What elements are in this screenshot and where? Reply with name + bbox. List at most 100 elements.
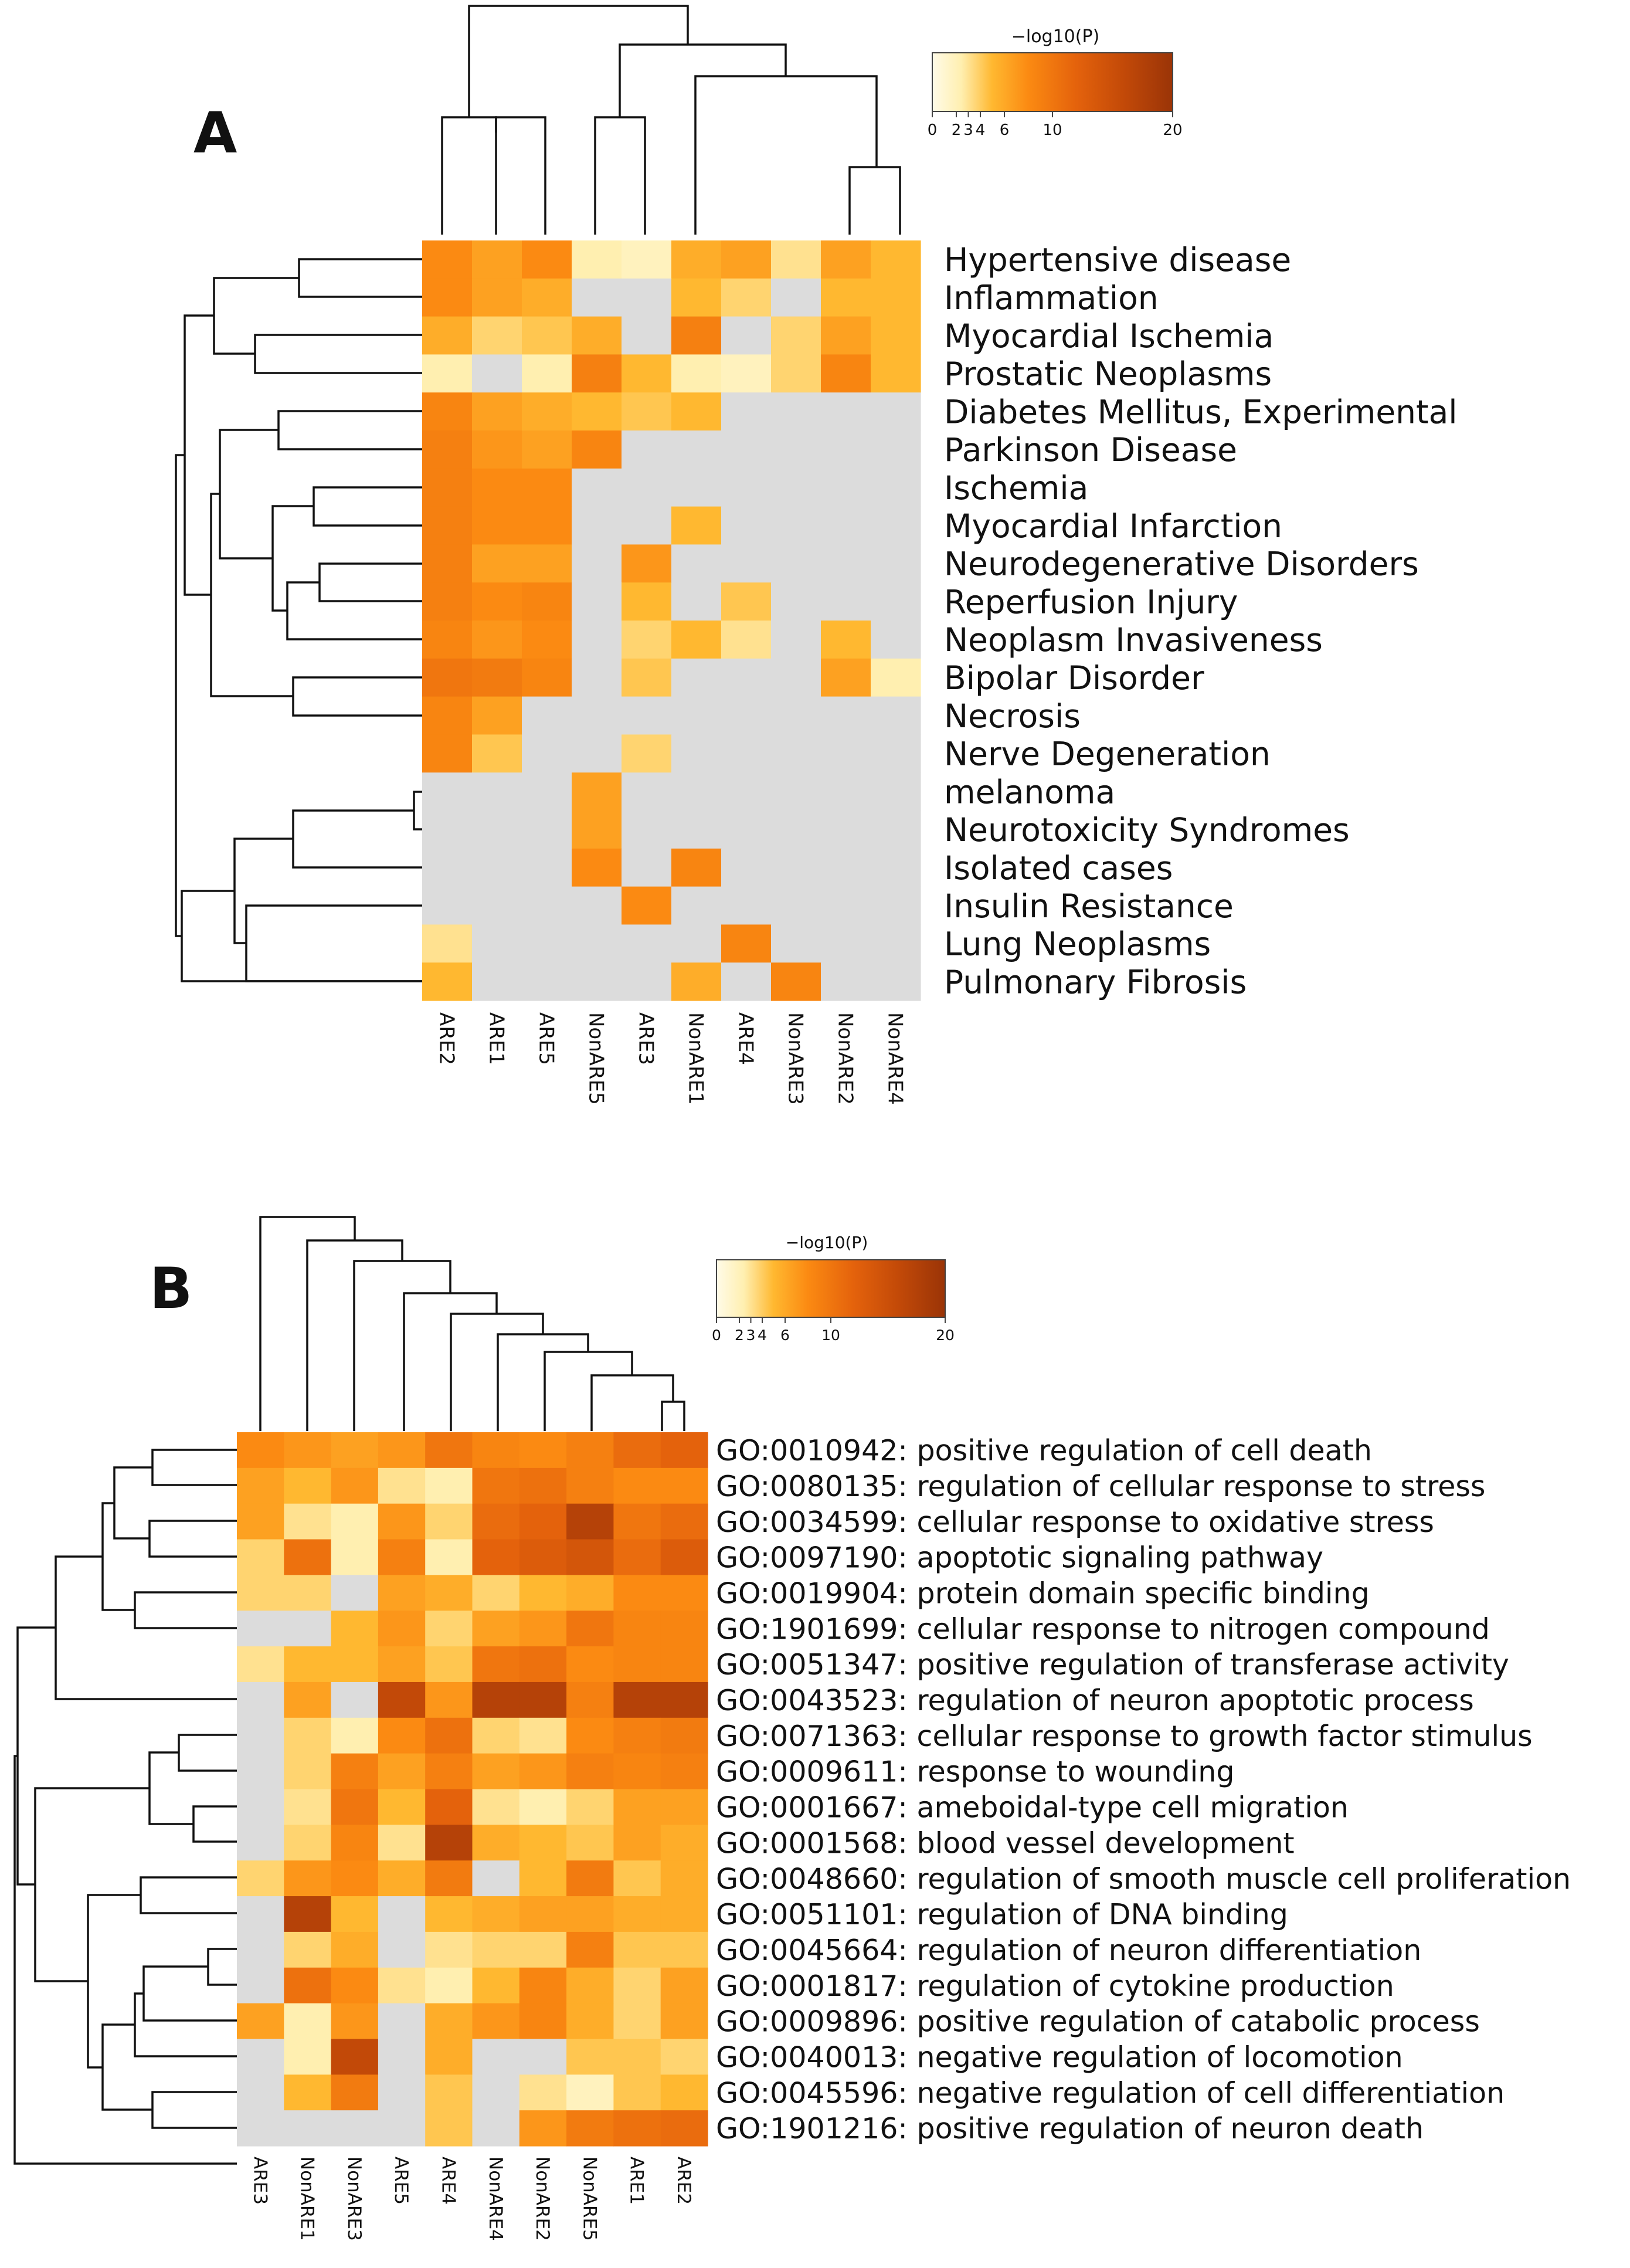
heatmap-cell bbox=[331, 1896, 379, 1933]
heatmap-cell bbox=[671, 658, 722, 697]
row-label: GO:0001568: blood vessel development bbox=[716, 1826, 1295, 1860]
heatmap-cell bbox=[572, 354, 622, 393]
heatmap-cell bbox=[572, 278, 622, 317]
panel-b-heatmap bbox=[237, 1432, 708, 2147]
heatmap-cell bbox=[821, 582, 871, 621]
heatmap-cell bbox=[721, 848, 772, 887]
heatmap-cell bbox=[472, 848, 522, 887]
heatmap-cell bbox=[425, 2110, 473, 2147]
row-label: Ischemia bbox=[944, 469, 1088, 507]
heatmap-cell bbox=[284, 1967, 332, 2004]
row-label: Pulmonary Fibrosis bbox=[944, 963, 1247, 1001]
heatmap-cell bbox=[566, 1789, 614, 1825]
heatmap-cell bbox=[472, 430, 522, 469]
panel-b-column-labels: ARE3 NonARE1 NonARE3 ARE5 ARE4 NonARE4 NonARE2… bbox=[249, 2157, 694, 2241]
panel-b-colorbar-ticks: 0 2 3 4 6 10 20 bbox=[712, 1317, 955, 1344]
heatmap-cell bbox=[422, 848, 473, 887]
heatmap-cell bbox=[660, 2074, 708, 2111]
heatmap-cell bbox=[284, 1753, 332, 1790]
heatmap-cell bbox=[422, 278, 473, 317]
heatmap-cell bbox=[237, 1575, 284, 1611]
row-label: Hypertensive disease bbox=[944, 241, 1291, 279]
heatmap-cell bbox=[422, 430, 473, 469]
column-label: NonARE1 bbox=[684, 1012, 708, 1105]
panel-a-heatmap bbox=[422, 240, 921, 1001]
heatmap-cell bbox=[622, 582, 672, 621]
heatmap-cell bbox=[871, 848, 921, 887]
heatmap-cell bbox=[660, 2039, 708, 2075]
heatmap-cell bbox=[566, 1575, 614, 1611]
heatmap-cell bbox=[472, 962, 522, 1001]
heatmap-cell bbox=[237, 1789, 284, 1825]
heatmap-cell bbox=[378, 1503, 426, 1540]
heatmap-cell bbox=[472, 1539, 520, 1575]
heatmap-cell bbox=[237, 1681, 284, 1718]
heatmap-cell bbox=[771, 696, 821, 735]
heatmap-cell bbox=[422, 621, 473, 659]
heatmap-cell bbox=[566, 1646, 614, 1683]
row-label: GO:0051347: positive regulation of trans… bbox=[716, 1648, 1509, 1681]
heatmap-cell bbox=[378, 1860, 426, 1897]
heatmap-cell bbox=[237, 1503, 284, 1540]
panel-b-colorbar: −log10(P) 0 2 3 4 6 10 20 bbox=[712, 1233, 955, 1344]
heatmap-cell bbox=[522, 544, 572, 583]
heatmap-cell bbox=[821, 240, 871, 279]
heatmap-cell bbox=[425, 2039, 473, 2075]
panel-a-colorbar-gradient bbox=[932, 52, 1173, 112]
heatmap-cell bbox=[566, 1539, 614, 1575]
heatmap-cell bbox=[472, 392, 522, 431]
heatmap-cell bbox=[821, 278, 871, 317]
heatmap-cell bbox=[284, 1825, 332, 1861]
heatmap-cell bbox=[472, 468, 522, 507]
heatmap-cell bbox=[522, 354, 572, 393]
heatmap-cell bbox=[422, 962, 473, 1001]
heatmap-cell bbox=[422, 696, 473, 735]
heatmap-cell bbox=[472, 886, 522, 925]
heatmap-cell bbox=[572, 468, 622, 507]
heatmap-cell bbox=[660, 1896, 708, 1933]
heatmap-cell bbox=[871, 316, 921, 355]
heatmap-cell bbox=[522, 772, 572, 811]
heatmap-cell bbox=[721, 316, 772, 355]
heatmap-cell bbox=[422, 772, 473, 811]
heatmap-cell bbox=[671, 621, 722, 659]
heatmap-cell bbox=[566, 2110, 614, 2147]
heatmap-cell bbox=[284, 1860, 332, 1897]
heatmap-cell bbox=[472, 734, 522, 773]
panel-a: A bbox=[175, 5, 1458, 1105]
heatmap-cell bbox=[422, 734, 473, 773]
heatmap-cell bbox=[519, 1931, 567, 1968]
heatmap-cell bbox=[771, 886, 821, 925]
heatmap-cell bbox=[522, 734, 572, 773]
heatmap-cell bbox=[331, 2039, 379, 2075]
heatmap-cell bbox=[566, 1860, 614, 1897]
heatmap-cell bbox=[613, 1896, 661, 1933]
heatmap-cell bbox=[622, 621, 672, 659]
colorbar-tick-label: 4 bbox=[758, 1327, 767, 1344]
heatmap-cell bbox=[613, 1753, 661, 1790]
row-label: Isolated cases bbox=[944, 849, 1173, 887]
heatmap-cell bbox=[284, 2074, 332, 2111]
heatmap-cell bbox=[671, 392, 722, 431]
heatmap-cell bbox=[522, 392, 572, 431]
heatmap-cell bbox=[472, 1717, 520, 1754]
heatmap-cell bbox=[572, 621, 622, 659]
heatmap-cell bbox=[519, 2074, 567, 2111]
panel-a-colorbar-label: −log10(P) bbox=[1011, 26, 1100, 47]
heatmap-cell bbox=[871, 468, 921, 507]
heatmap-cell bbox=[660, 1575, 708, 1611]
heatmap-cell bbox=[771, 316, 821, 355]
heatmap-cell bbox=[422, 886, 473, 925]
heatmap-cell bbox=[425, 2003, 473, 2040]
heatmap-cell bbox=[522, 468, 572, 507]
heatmap-cell bbox=[472, 1753, 520, 1790]
colorbar-tick-label: 20 bbox=[936, 1327, 955, 1344]
heatmap-cell bbox=[721, 811, 772, 849]
heatmap-cell bbox=[378, 1432, 426, 1469]
heatmap-cell bbox=[821, 316, 871, 355]
heatmap-cell bbox=[472, 1646, 520, 1683]
heatmap-cell bbox=[871, 696, 921, 735]
heatmap-cell bbox=[721, 354, 772, 393]
heatmap-cell bbox=[425, 1681, 473, 1718]
heatmap-cell bbox=[472, 772, 522, 811]
